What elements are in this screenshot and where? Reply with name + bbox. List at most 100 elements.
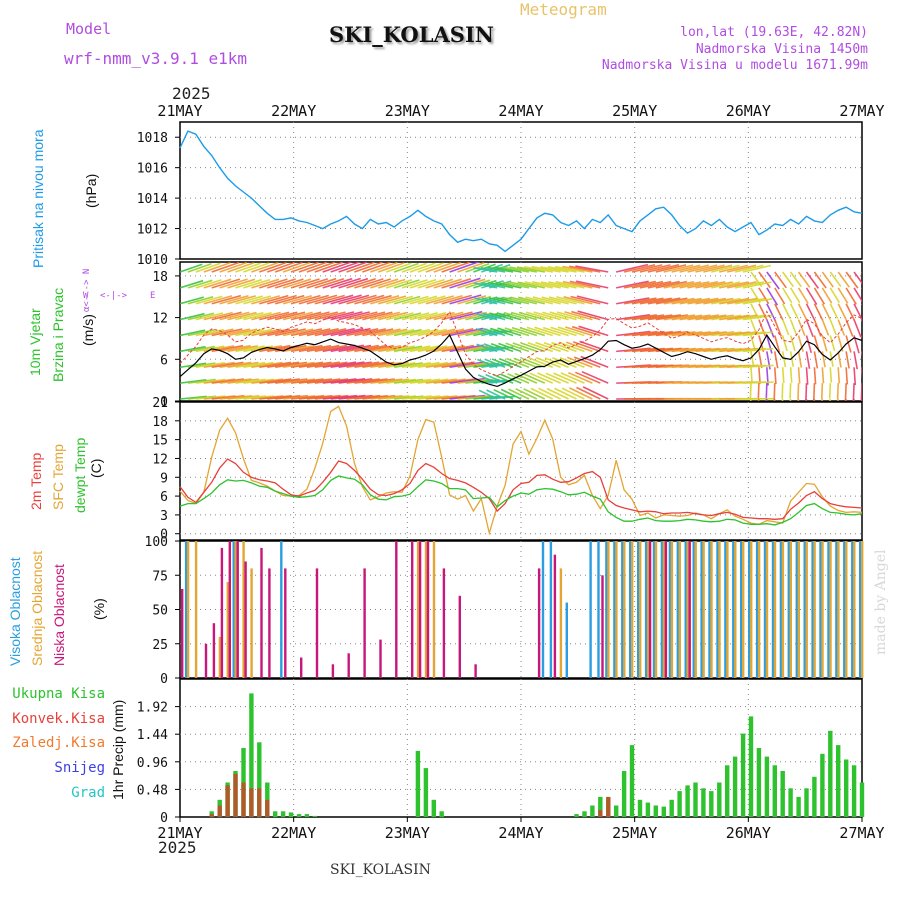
wind-barb [506, 357, 530, 368]
wind-barb [298, 378, 332, 384]
wind-barb [282, 345, 315, 353]
precip-total-bar [574, 814, 579, 817]
wind-barb [766, 287, 779, 306]
wind-barb [180, 279, 204, 289]
wind-barb [829, 367, 833, 383]
wind-barb [821, 319, 830, 336]
wind-barb [290, 311, 322, 321]
wind-barb [782, 287, 793, 304]
wind-barb [385, 295, 414, 305]
wind-barb [569, 265, 601, 273]
sfc-temp-line [179, 405, 863, 536]
wind-barb [298, 262, 328, 273]
wind-barb [203, 311, 233, 321]
wind-barb [211, 294, 242, 305]
wind-barb [797, 287, 809, 304]
wind-barb [853, 367, 857, 386]
wind-barb [687, 264, 718, 273]
wind-barb [298, 361, 332, 369]
wind-barb [766, 271, 780, 290]
wind-barb [766, 303, 777, 322]
wind-barb [433, 311, 464, 321]
wind-barb [187, 312, 214, 321]
wind-barb [616, 330, 651, 337]
wind-barb [562, 265, 593, 273]
wind-barb [829, 287, 840, 304]
wind-barb [853, 287, 862, 303]
wind-barb [219, 295, 249, 305]
wind-barb [805, 319, 814, 338]
precip-convective-bar [598, 810, 603, 817]
footer-station: SKI_KOLASIN [330, 862, 431, 878]
wind-barb [473, 282, 498, 289]
wind-barb [719, 331, 750, 337]
x-day-label-bottom: 26MAY [726, 824, 771, 842]
wind-barb [306, 277, 337, 289]
precip-total-bar [796, 796, 801, 817]
wind-barb [338, 277, 369, 289]
y-tick-label: 3 [160, 509, 168, 524]
wind-barb [409, 262, 436, 273]
wind-barb [496, 312, 522, 321]
wind-barb [639, 314, 673, 321]
wind-barb [577, 310, 609, 321]
wind-barb [510, 296, 538, 305]
wind-barb [813, 383, 816, 401]
mid-cloud-bar [646, 541, 650, 678]
precip-total-bar [748, 716, 754, 817]
wind-barb [565, 341, 593, 353]
wind-barb [821, 351, 826, 368]
wind-barb [781, 319, 790, 336]
wind-barb [845, 367, 849, 385]
wind-barb [433, 378, 466, 384]
wind-barb [394, 378, 424, 384]
wind-barb [531, 265, 561, 273]
wind-barb [314, 311, 346, 321]
y-tick-label: 100 [145, 535, 168, 550]
y-tick-label: 0 [160, 672, 168, 687]
wind-barb [758, 367, 761, 384]
wind-barb [829, 319, 837, 336]
precip-total-bar [820, 753, 825, 818]
mid-cloud-bar [781, 541, 785, 678]
wind-barb [338, 294, 370, 305]
wind-barb [555, 265, 585, 273]
wind-barb [306, 361, 340, 369]
wind-barb [781, 367, 785, 383]
wind-barb [306, 294, 338, 305]
wind-barb [259, 311, 290, 321]
wind-barb [370, 311, 400, 321]
wind-barb [290, 294, 321, 305]
dewpt-temp-line [179, 475, 863, 526]
wind-barb [243, 345, 274, 353]
wind-barb [562, 280, 593, 289]
high-cloud-bar [684, 541, 687, 678]
precip-total-bar [304, 814, 310, 817]
wind-barb [393, 362, 423, 369]
mid-cloud-bar [416, 541, 420, 678]
wind-barb [563, 296, 593, 305]
wind-barb [290, 328, 323, 337]
wind-barb [564, 311, 593, 321]
wind-barb [274, 278, 304, 289]
wind-barb [386, 362, 416, 369]
wind-barb [498, 342, 522, 353]
wind-barb [789, 351, 795, 367]
wind-barb [211, 328, 243, 337]
high-cloud-bar [827, 541, 830, 678]
precip-total-bar [844, 759, 849, 817]
mid-cloud-bar [631, 541, 634, 678]
wind-barb [616, 314, 651, 321]
wind-barb [227, 345, 258, 353]
y-tick-label: 0 [160, 395, 168, 410]
wind-barb [235, 378, 266, 384]
mid-cloud-bar [726, 541, 729, 678]
high-cloud-bar [724, 541, 727, 678]
wind-barb [203, 295, 233, 305]
low-cloud-bar [212, 623, 216, 678]
wind-barb [290, 262, 319, 273]
wind-barb [298, 311, 330, 321]
low-cloud-bar [411, 541, 414, 678]
wind-barb [274, 328, 306, 337]
wind-barb [536, 357, 561, 368]
